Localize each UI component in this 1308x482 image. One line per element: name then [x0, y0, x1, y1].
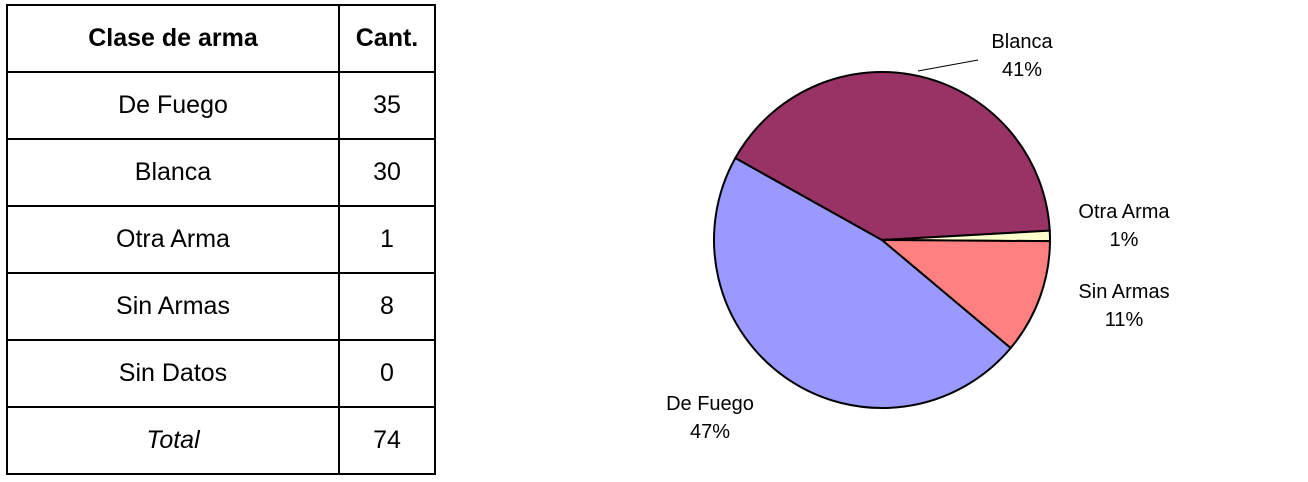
table-cell: 8 [338, 272, 436, 341]
slice-label: De Fuego [666, 393, 754, 415]
pie-slice [713, 156, 1013, 409]
header-cell: Clase de arma [6, 4, 340, 73]
table-cell: 1 [338, 205, 436, 274]
table-cell: 74 [338, 406, 436, 475]
header-cell: Cant. [338, 4, 436, 73]
header-row: Clase de arma Cant. [6, 4, 436, 73]
table-cell: Total [6, 406, 340, 475]
table-row: Blanca 30 [6, 138, 436, 207]
table-cell: Sin Armas [6, 272, 340, 341]
pie-slice [879, 238, 1052, 350]
table-cell: 0 [338, 339, 436, 408]
pie-slice [733, 71, 1051, 242]
slice-label: Blanca [991, 31, 1053, 53]
slice-value-label: 47% [690, 421, 730, 443]
table-row: Sin Datos 0 [6, 339, 436, 408]
table-cell: 35 [338, 71, 436, 140]
slice-label: Otra Arma [1078, 201, 1170, 223]
table-row: Otra Arma 1 [6, 205, 436, 274]
table-row: Total 74 [6, 406, 436, 475]
slice-value-label: 41% [1002, 59, 1042, 81]
data-table: Clase de arma Cant. De Fuego 35 Blanca 30 Ot… [6, 4, 436, 475]
slice-value-label: 1% [1110, 229, 1139, 251]
table-cell: Blanca [6, 138, 340, 207]
chart: De Fuego 47% Blanca 41% Otra Arma 1% Sin Armas… [666, 31, 1170, 443]
slice-value-label: 11% [1105, 309, 1144, 331]
table-cell: De Fuego [6, 71, 340, 140]
slice-label: Sin Armas [1078, 281, 1169, 303]
table-row: Sin Armas 8 [6, 272, 436, 341]
table-cell: Sin Datos [6, 339, 340, 408]
leader-line [917, 59, 979, 72]
table-cell: 30 [338, 138, 436, 207]
table-cell: Otra Arma [6, 205, 340, 274]
table-row: De Fuego 35 [6, 71, 436, 140]
